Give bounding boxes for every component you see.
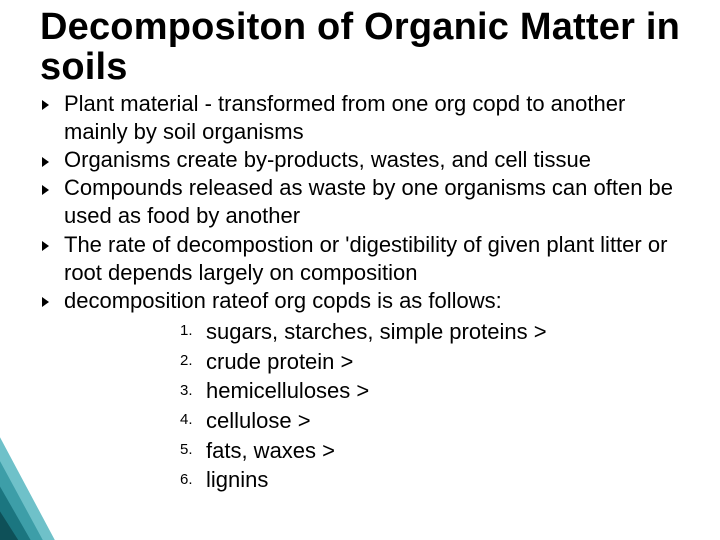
numbered-item: fats, waxes > bbox=[180, 436, 692, 466]
bullet-item: Organisms create by-products, wastes, an… bbox=[40, 146, 692, 174]
slide-title: Decompositon of Organic Matter in soils bbox=[40, 8, 692, 88]
numbered-item: lignins bbox=[180, 465, 692, 495]
numbered-item: cellulose > bbox=[180, 406, 692, 436]
numbered-list: sugars, starches, simple proteins > crud… bbox=[180, 317, 692, 495]
bullet-item: Compounds released as waste by one organ… bbox=[40, 174, 692, 230]
numbered-item: hemicelluloses > bbox=[180, 376, 692, 406]
numbered-item: crude protein > bbox=[180, 347, 692, 377]
slide-body: Plant material - transformed from one or… bbox=[40, 90, 692, 495]
bullet-item: Plant material - transformed from one or… bbox=[40, 90, 692, 146]
bullet-list: Plant material - transformed from one or… bbox=[40, 90, 692, 315]
bullet-item: The rate of decompostion or 'digestibili… bbox=[40, 231, 692, 287]
numbered-item: sugars, starches, simple proteins > bbox=[180, 317, 692, 347]
slide: Decompositon of Organic Matter in soils … bbox=[0, 0, 720, 540]
bullet-item: decomposition rateof org copds is as fol… bbox=[40, 287, 692, 315]
